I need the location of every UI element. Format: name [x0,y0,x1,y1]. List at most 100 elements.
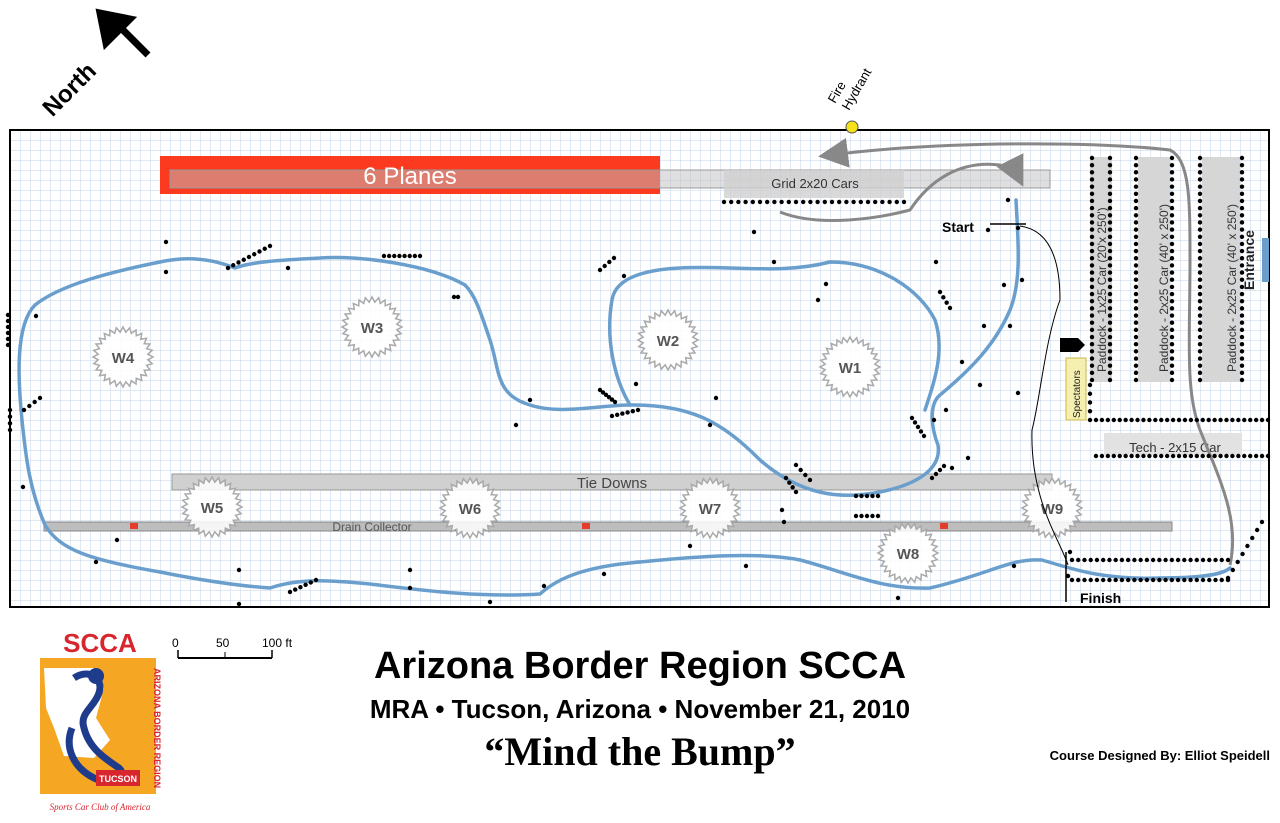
cone [1239,291,1245,297]
cone [1138,557,1143,563]
cone [1188,453,1194,459]
cone [1133,377,1139,383]
cone [1239,327,1245,333]
cone [1129,453,1134,459]
cone [625,410,630,415]
cone [1147,417,1152,423]
cone [1107,198,1113,204]
cone [1239,263,1245,268]
cone [909,415,915,421]
worker-station-icon [180,475,244,539]
cone [1194,417,1200,423]
cone [937,289,943,295]
cone [1224,453,1229,459]
cone [1200,557,1206,563]
cone [1117,453,1122,459]
cone [1144,557,1150,563]
cone [1069,557,1075,563]
cone [252,252,257,257]
worker-station-label: W2 [657,333,680,350]
cone [1107,334,1113,340]
entrance-marker [1262,238,1269,282]
cone [1182,557,1187,563]
logo-footer: Sports Car Club of America [50,802,151,812]
cone [1089,263,1095,268]
cone [32,399,37,405]
cone [267,243,273,249]
cone [611,255,617,261]
cone [941,295,946,300]
cone [1107,220,1113,225]
cone [257,249,262,254]
grid-area [724,170,904,198]
cone [1082,577,1087,583]
cone [798,467,803,473]
cone [1107,577,1112,583]
paddock-area-2 [1138,157,1170,382]
cone [1065,573,1071,579]
drain-marker [582,523,590,529]
north-arrow-icon [95,8,151,58]
paddock-label-2: Paddock - 2x25 Car (40' x 250') [1157,204,1171,372]
cone [1093,453,1099,459]
cone [1107,313,1113,318]
cone [1175,557,1181,563]
cone [527,397,533,403]
paddock-area-3 [1202,157,1240,382]
cone [859,493,864,499]
worker-station-icon [1020,476,1084,540]
cone [1194,453,1200,459]
cone [1087,400,1093,405]
timing-wire [1019,225,1069,566]
cone [308,580,313,585]
cone [1169,577,1175,583]
cone [303,582,308,587]
cone [853,513,859,519]
cone [487,599,493,605]
cone [1107,155,1113,161]
cone [933,259,939,265]
cone [1133,363,1139,368]
cone [1153,453,1158,459]
cone [5,312,11,318]
cone [1133,256,1139,261]
cone [1239,299,1245,304]
cone [1188,417,1194,423]
cone [1259,417,1265,423]
cone [750,199,755,205]
cone [1133,170,1139,175]
cone [949,465,955,471]
cone [1197,356,1203,361]
traffic-arrow [779,153,1024,222]
cone [1007,323,1013,329]
cone [1170,453,1176,459]
cone [1094,577,1100,583]
cone [1087,409,1093,414]
cone [1101,577,1106,583]
worker-station-label: W6 [459,501,482,518]
cone [1197,284,1203,290]
cone [1089,213,1095,218]
cone [1188,577,1193,583]
cone [837,199,842,205]
cone [1169,205,1175,211]
cone [1253,453,1259,459]
cone [1197,370,1203,376]
cone [633,381,639,387]
cone [1133,299,1139,304]
cone [1197,306,1203,311]
cone [21,407,27,413]
cone [1119,577,1125,583]
cone [1197,213,1203,218]
cone [1169,370,1175,376]
cone [1169,263,1175,268]
worker-station-label: W3 [361,320,384,337]
cone [1200,417,1205,423]
cone [1239,213,1245,218]
cone [944,300,949,305]
cone [1133,327,1139,333]
cone [1133,220,1139,225]
cone [1019,277,1025,283]
cone [933,471,939,477]
north-label: North [38,58,102,122]
